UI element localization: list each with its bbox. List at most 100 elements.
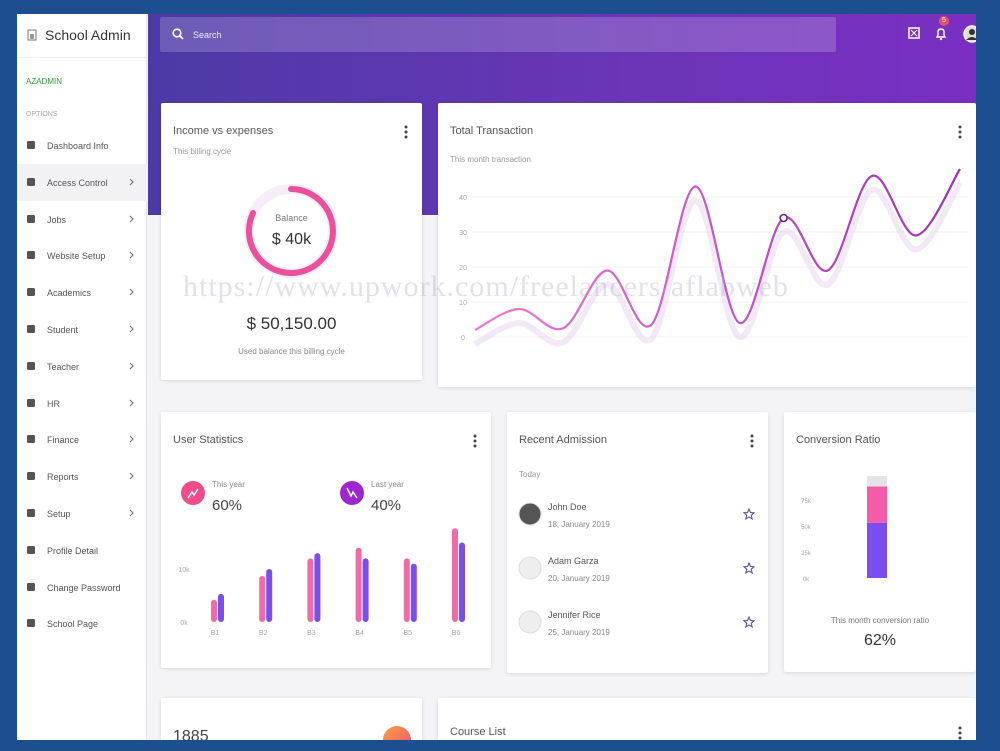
sidebar: School Admin AZADMIN OPTIONS Dashboard I…: [17, 14, 147, 740]
menu-icon: [27, 619, 35, 628]
user-name: AZADMIN: [26, 77, 62, 86]
menu-item[interactable]: Teacher: [17, 348, 147, 385]
card-title: Recent Admission: [519, 434, 608, 446]
brand[interactable]: School Admin: [45, 27, 131, 43]
chevron: [129, 215, 134, 223]
bar-segment: [867, 522, 887, 578]
menu-label: Jobs: [47, 214, 67, 225]
star-icon[interactable]: [743, 508, 755, 520]
chevron-shape: [129, 251, 134, 259]
card-menu[interactable]: [404, 125, 408, 139]
bar: [218, 593, 224, 622]
icon-shape: [27, 435, 35, 444]
menu-label: HR: [47, 398, 60, 409]
menu-item[interactable]: Academics: [17, 274, 147, 311]
student-name: John Doe: [548, 502, 587, 512]
bar: [307, 558, 314, 622]
menu-item[interactable]: HR: [17, 385, 147, 422]
chevron: [129, 399, 134, 407]
chevron-shape: [129, 215, 134, 223]
x-tick-label: B1: [211, 630, 220, 637]
avatar-shape: [518, 610, 542, 634]
bar: [403, 558, 410, 622]
y-tick-label: 30: [459, 230, 467, 237]
card-title: Conversion Ratio: [796, 434, 881, 446]
line-chart: 0 10 20 30 40: [459, 168, 968, 347]
menu-icon: [27, 435, 35, 444]
menu-icon: [27, 361, 35, 370]
y-tick-label: 25k: [801, 551, 812, 557]
menu-item[interactable]: School Page: [17, 605, 147, 642]
stat-glyph: [346, 487, 358, 499]
avatar: [518, 610, 542, 634]
menu-item[interactable]: Website Setup: [17, 237, 147, 274]
menu-item[interactable]: Dashboard Info: [17, 127, 147, 164]
menu-item[interactable]: Reports: [17, 458, 147, 495]
y-tick-label: 20: [459, 265, 467, 272]
conversion-card: Conversion Ratio 0k 25k 50k 75k This month …: [784, 412, 976, 672]
menu-label: Website Setup: [47, 251, 106, 262]
search-icon: [172, 28, 184, 40]
menu-label: Academics: [47, 288, 92, 299]
search-bar[interactable]: Search: [160, 17, 836, 52]
counter: 1885: [173, 728, 209, 740]
star-shape: [743, 508, 755, 520]
menu-item[interactable]: Student: [17, 311, 147, 348]
chevron: [129, 288, 134, 296]
y-tick-label: 40: [459, 195, 467, 202]
avatar-shape: [518, 556, 542, 580]
card-menu[interactable]: [750, 434, 754, 448]
stat-glyph: [187, 488, 199, 499]
menu-item[interactable]: Jobs: [17, 201, 147, 238]
star-icon[interactable]: [743, 562, 755, 574]
y-tick-label: 0k: [803, 577, 810, 583]
app: School Admin AZADMIN OPTIONS Dashboard I…: [17, 14, 976, 740]
bell-icon[interactable]: [935, 27, 947, 41]
chevron-shape: [129, 472, 134, 480]
user-stats-card: User Statistics This year 60% Last year 40%…: [161, 412, 491, 668]
conversion-chart: 0k 25k 50k 75k: [801, 476, 887, 583]
admission-item: Adam Garza 20, January 2019: [507, 552, 768, 592]
search-placeholder: Search: [193, 30, 222, 40]
menu-item[interactable]: Access Control: [17, 163, 147, 201]
menu-item[interactable]: Profile Detail: [17, 532, 147, 569]
y-tick-label: 0: [461, 335, 465, 342]
card-menu[interactable]: [958, 726, 962, 740]
amount: $ 50,150.00: [246, 314, 337, 333]
icon-shape: [27, 141, 35, 149]
star-icon[interactable]: [743, 616, 755, 628]
icon-shape: [27, 214, 35, 223]
icon-shape: [27, 288, 35, 297]
card-menu[interactable]: [958, 125, 962, 139]
card-title: User Statistics: [173, 434, 244, 446]
chevron: [129, 509, 134, 517]
menu-label: Finance: [47, 435, 80, 446]
fullscreen-icon[interactable]: [908, 27, 920, 39]
card-menu[interactable]: [473, 434, 477, 448]
menu-icon: [27, 141, 35, 149]
admission-date: 25, January 2019: [548, 628, 610, 637]
brand-bar: School Admin: [17, 14, 147, 58]
x-tick-label: B5: [404, 630, 413, 637]
menu-label: Setup: [47, 509, 71, 519]
chevron: [129, 325, 134, 333]
menu-icon: [27, 251, 35, 260]
menu-label: Teacher: [47, 361, 80, 372]
menu-label: School Page: [47, 619, 99, 630]
student-name: Adam Garza: [548, 556, 599, 566]
icon-shape: [27, 472, 35, 481]
admission-item: John Doe 18, January 2019: [507, 498, 768, 538]
avatar[interactable]: [962, 24, 976, 44]
card-subtitle: This month transaction: [450, 155, 531, 164]
menu-item[interactable]: Finance: [17, 421, 147, 458]
menu-icon: [27, 472, 35, 481]
marker: [779, 213, 788, 223]
icon-shape: [27, 545, 35, 554]
y-tick-label: 10: [459, 300, 467, 307]
menu-item[interactable]: Setup: [17, 495, 147, 532]
menu-icon: [27, 509, 35, 517]
icon-shape: [27, 619, 35, 628]
y-tick-label: 75k: [801, 499, 812, 505]
y-tick-label: 10k: [178, 567, 190, 574]
menu-item[interactable]: Change Password: [17, 569, 147, 606]
